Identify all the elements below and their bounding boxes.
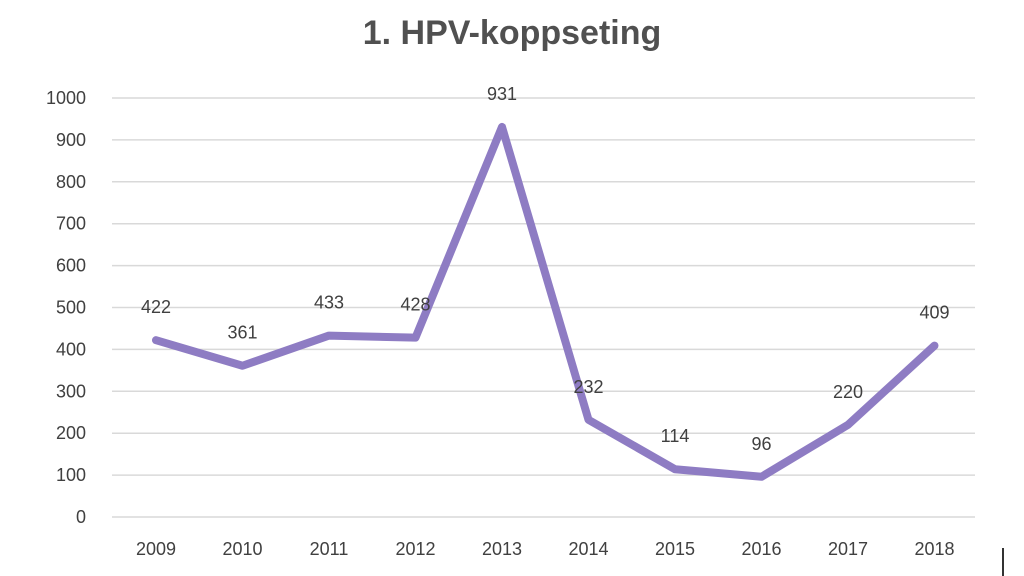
- y-tick-label: 200: [56, 423, 86, 443]
- data-label: 232: [573, 377, 603, 397]
- y-tick-label: 100: [56, 465, 86, 485]
- y-tick-label: 800: [56, 172, 86, 192]
- x-tick-label: 2018: [914, 539, 954, 559]
- y-tick-label: 300: [56, 381, 86, 401]
- x-tick-label: 2013: [482, 539, 522, 559]
- data-label: 96: [751, 434, 771, 454]
- series-layer: [152, 122, 939, 481]
- data-label: 220: [833, 382, 863, 402]
- x-tick-label: 2012: [395, 539, 435, 559]
- data-label: 422: [141, 297, 171, 317]
- y-tick-label: 0: [76, 507, 86, 527]
- x-axis-ticks: 2009 2010 2011 2012 2013 2014 2015 2016 2017 2018: [136, 539, 955, 559]
- gridlines: [112, 97, 975, 518]
- data-label: 114: [661, 426, 690, 446]
- x-tick-label: 2015: [655, 539, 695, 559]
- x-tick-label: 2016: [741, 539, 781, 559]
- y-tick-label: 400: [56, 339, 86, 359]
- series-line: [152, 122, 939, 481]
- data-label: 428: [400, 295, 430, 315]
- x-tick-label: 2014: [568, 539, 608, 559]
- x-tick-label: 2009: [136, 539, 176, 559]
- x-tick-label: 2010: [222, 539, 262, 559]
- data-label: 433: [314, 293, 344, 313]
- y-tick-label: 700: [56, 214, 86, 234]
- edge-divider: [1002, 548, 1004, 576]
- y-axis-ticks: 0 100 200 300 400 500 600 700 800 900 1000: [46, 88, 86, 527]
- y-tick-label: 900: [56, 130, 86, 150]
- data-labels: 422 361 433 428 931 232 114 96 220 409: [141, 84, 950, 454]
- y-tick-label: 600: [56, 256, 86, 276]
- data-label: 361: [227, 323, 257, 343]
- x-tick-label: 2011: [310, 539, 349, 559]
- y-tick-label: 1000: [46, 88, 86, 108]
- chart-title: 1. HPV-koppseting: [362, 14, 662, 52]
- data-label: 409: [919, 303, 949, 323]
- y-tick-label: 500: [56, 298, 86, 318]
- data-label: 931: [487, 84, 517, 104]
- x-tick-label: 2017: [828, 539, 868, 559]
